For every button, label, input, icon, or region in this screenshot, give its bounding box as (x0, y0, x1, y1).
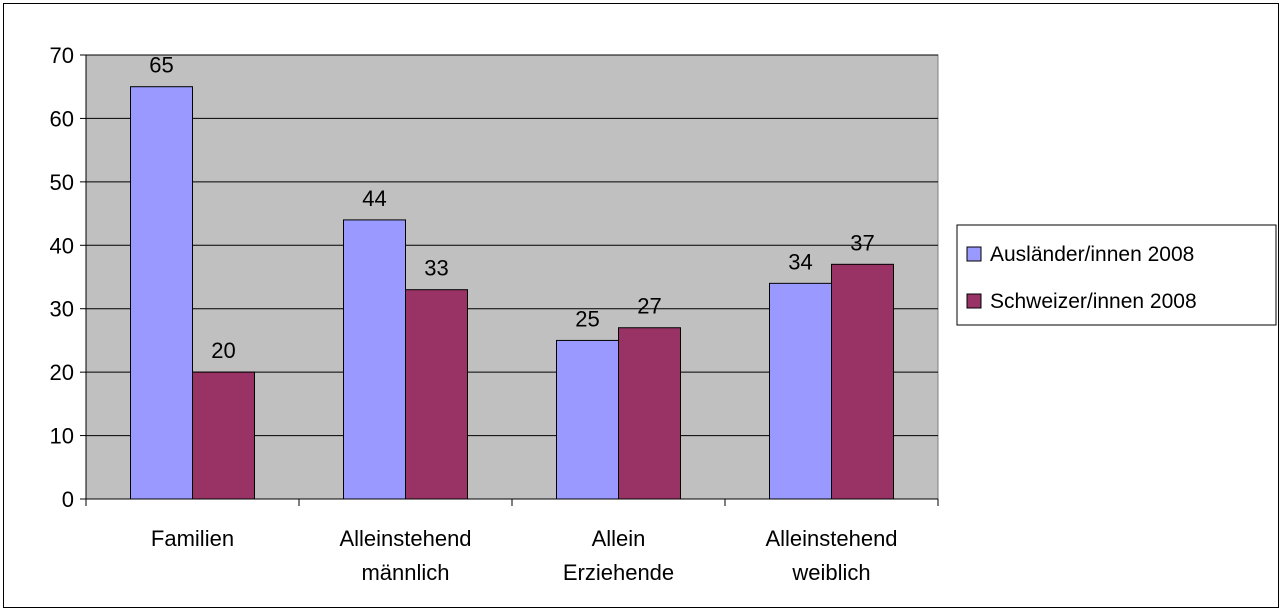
bar (192, 371, 255, 500)
data-label: 25 (575, 306, 599, 331)
y-tick-label: 20 (50, 360, 74, 385)
y-tick-label: 60 (50, 106, 74, 131)
legend (956, 224, 1277, 326)
legend-swatch (966, 246, 982, 262)
bar (769, 282, 832, 500)
legend-label: Ausländer/innen 2008 (990, 243, 1194, 266)
y-tick-label: 30 (50, 297, 74, 322)
data-label: 44 (362, 186, 386, 211)
y-tick-label: 10 (50, 424, 74, 449)
bar (405, 289, 468, 500)
y-tick-label: 70 (50, 43, 74, 68)
y-tick-label: 0 (62, 487, 74, 512)
category-label: Alleinstehend (339, 526, 471, 551)
bar (343, 219, 406, 500)
category-label: Erziehende (563, 560, 674, 585)
bar (831, 263, 894, 500)
legend-label: Schweizer/innen 2008 (990, 290, 1197, 313)
legend-swatch (966, 293, 982, 309)
category-label: Familien (151, 526, 234, 551)
y-tick-label: 40 (50, 233, 74, 258)
data-label: 27 (637, 294, 661, 319)
data-label: 20 (211, 338, 235, 363)
bar (130, 86, 193, 500)
category-label: Allein (592, 526, 646, 551)
category-label: männlich (361, 560, 449, 585)
data-label: 37 (850, 230, 874, 255)
y-tick-label: 50 (50, 170, 74, 195)
data-label: 33 (424, 256, 448, 281)
data-label: 34 (788, 249, 812, 274)
category-label: Alleinstehend (765, 526, 897, 551)
bar (556, 339, 619, 500)
bar (618, 327, 681, 500)
category-label: weiblich (791, 560, 870, 585)
data-label: 65 (149, 53, 173, 78)
